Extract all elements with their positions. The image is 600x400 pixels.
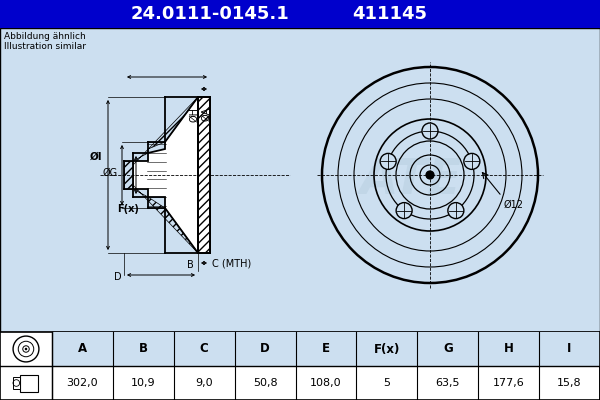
- Text: 24.0111-0145.1: 24.0111-0145.1: [131, 5, 289, 23]
- Circle shape: [464, 154, 480, 170]
- Text: 15,8: 15,8: [557, 378, 582, 388]
- Bar: [418, 332, 478, 366]
- Text: D: D: [260, 342, 270, 356]
- Bar: [0, 332, 600, 400]
- Text: 9,0: 9,0: [196, 378, 213, 388]
- Text: H: H: [504, 342, 514, 356]
- Text: E: E: [322, 342, 330, 356]
- Bar: [539, 332, 600, 366]
- Text: D: D: [115, 272, 122, 282]
- Bar: [52, 332, 113, 366]
- Text: I: I: [568, 342, 572, 356]
- Text: ØG: ØG: [103, 168, 118, 178]
- Bar: [124, 161, 133, 189]
- Text: 63,5: 63,5: [436, 378, 460, 388]
- Bar: [13, 378, 19, 388]
- Text: B: B: [139, 342, 148, 356]
- Text: 302,0: 302,0: [67, 378, 98, 388]
- Text: 5: 5: [383, 378, 391, 388]
- Text: C: C: [200, 342, 209, 356]
- Bar: [478, 332, 539, 366]
- Bar: [113, 332, 174, 366]
- Polygon shape: [133, 97, 198, 253]
- Text: ØA: ØA: [201, 107, 211, 121]
- Text: ATE: ATE: [359, 156, 461, 204]
- Text: Illustration similar: Illustration similar: [4, 42, 86, 51]
- Text: Abbildung ähnlich: Abbildung ähnlich: [4, 32, 86, 41]
- Text: B: B: [187, 260, 194, 270]
- Text: F(x): F(x): [374, 342, 400, 356]
- Circle shape: [426, 171, 434, 179]
- Bar: [174, 332, 235, 366]
- Text: A: A: [78, 342, 87, 356]
- Bar: [0, 0, 600, 28]
- Circle shape: [380, 154, 396, 170]
- Text: ØH: ØH: [189, 106, 199, 122]
- Text: 108,0: 108,0: [310, 378, 342, 388]
- Text: G: G: [443, 342, 452, 356]
- Bar: [198, 97, 210, 253]
- Bar: [19, 374, 38, 392]
- Text: ØI: ØI: [89, 152, 103, 162]
- Circle shape: [25, 348, 27, 350]
- Text: 177,6: 177,6: [493, 378, 524, 388]
- Text: F(x): F(x): [117, 204, 139, 214]
- Circle shape: [448, 202, 464, 218]
- Text: Ø12: Ø12: [504, 200, 524, 210]
- Bar: [356, 332, 418, 366]
- Circle shape: [396, 202, 412, 218]
- Text: 50,8: 50,8: [253, 378, 277, 388]
- Circle shape: [422, 123, 438, 139]
- Bar: [198, 97, 210, 253]
- Text: C (MTH): C (MTH): [212, 258, 251, 268]
- Bar: [235, 332, 296, 366]
- Text: 411145: 411145: [353, 5, 427, 23]
- Bar: [0, 28, 600, 332]
- Text: 10,9: 10,9: [131, 378, 155, 388]
- Bar: [296, 332, 356, 366]
